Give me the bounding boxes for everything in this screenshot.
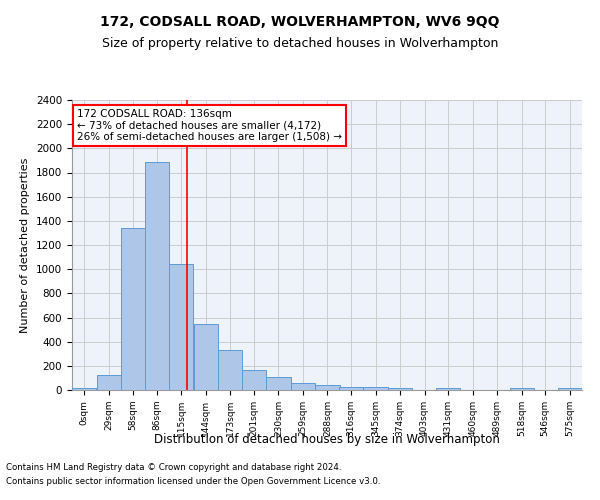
Bar [145,162,169,390]
Text: 172 CODSALL ROAD: 136sqm
← 73% of detached houses are smaller (4,172)
26% of sem: 172 CODSALL ROAD: 136sqm ← 73% of detach… [77,108,342,142]
Text: Distribution of detached houses by size in Wolverhampton: Distribution of detached houses by size … [154,432,500,446]
Bar [169,264,193,390]
Text: Contains HM Land Registry data © Crown copyright and database right 2024.: Contains HM Land Registry data © Crown c… [6,464,341,472]
Text: 172, CODSALL ROAD, WOLVERHAMPTON, WV6 9QQ: 172, CODSALL ROAD, WOLVERHAMPTON, WV6 9Q… [100,15,500,29]
Bar [339,386,363,390]
Y-axis label: Number of detached properties: Number of detached properties [20,158,31,332]
Text: Contains public sector information licensed under the Open Government Licence v3: Contains public sector information licen… [6,477,380,486]
Bar [557,388,582,390]
Bar [316,386,340,390]
Text: Size of property relative to detached houses in Wolverhampton: Size of property relative to detached ho… [102,38,498,51]
Bar [194,324,218,390]
Bar [218,350,242,390]
Bar [509,388,534,390]
Bar [72,388,97,390]
Bar [436,388,460,390]
Bar [121,228,145,390]
Bar [242,370,266,390]
Bar [291,383,315,390]
Bar [266,376,290,390]
Bar [388,388,412,390]
Bar [97,375,121,390]
Bar [364,388,388,390]
